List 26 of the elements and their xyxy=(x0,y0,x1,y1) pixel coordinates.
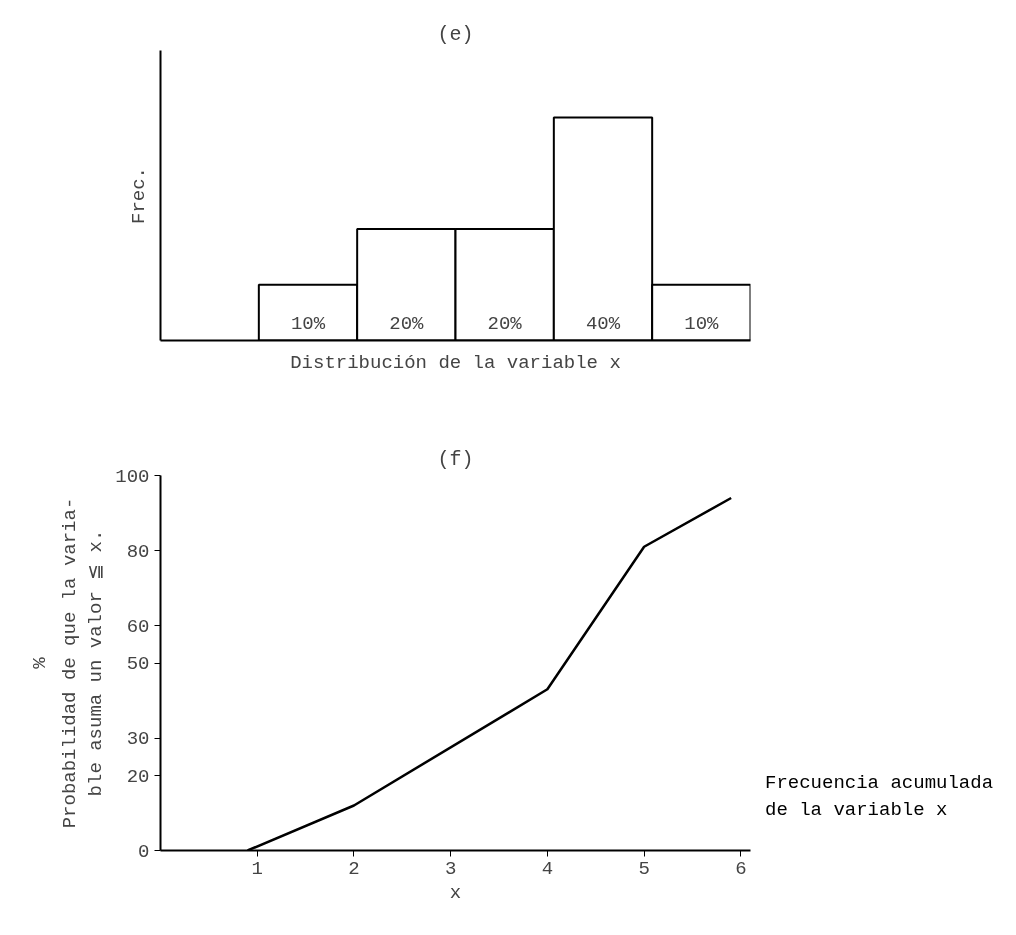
y-axis-title: Frec. xyxy=(127,166,150,224)
y-tick-label: 80 xyxy=(126,540,150,563)
y-tick-label: 60 xyxy=(126,615,150,638)
x-tick-label: 4 xyxy=(541,857,554,880)
y-tick-label: 20 xyxy=(126,765,150,788)
x-axis-title: x xyxy=(449,881,462,904)
chart-title: (e) xyxy=(437,22,474,46)
y-axis-title: Probabilidad de que la varia- ble asuma un valor ≦ x. xyxy=(58,497,108,829)
text: % xyxy=(28,656,51,669)
x-tick-label: 2 xyxy=(348,857,360,880)
y-tick-label: 100 xyxy=(115,465,150,488)
data-label: 10% xyxy=(290,312,326,335)
data-label: 20% xyxy=(389,312,425,335)
data-label: 10% xyxy=(684,312,720,335)
x-tick-label: 5 xyxy=(638,857,650,880)
x-tick-label: 6 xyxy=(735,857,747,880)
y-tick-label: 0 xyxy=(138,840,150,863)
text: Frecuencia acumulada de la variable x xyxy=(765,771,994,824)
y-tick-label: 30 xyxy=(126,728,150,750)
y-tick-label: 50 xyxy=(126,653,150,675)
x-tick-label: 3 xyxy=(444,857,457,880)
data-label: 40% xyxy=(585,312,621,335)
x-axis-title: Distribución de la variable x xyxy=(290,351,621,374)
data-label: 20% xyxy=(487,312,523,335)
x-tick-label: 1 xyxy=(251,857,263,880)
chart-title: (f) xyxy=(437,447,474,471)
